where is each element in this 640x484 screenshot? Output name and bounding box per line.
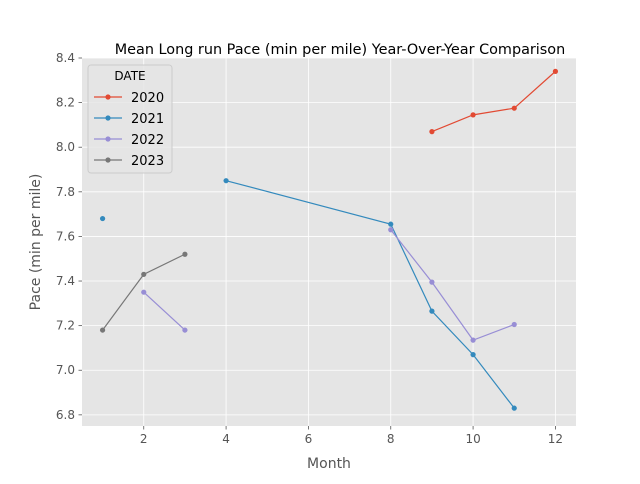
y-axis-ticks: 6.8 7.0 7.2 7.4 7.6 7.8 8.0 8.2 8.4 — [56, 51, 82, 422]
x-tick-label: 12 — [548, 432, 563, 446]
data-point — [99, 215, 106, 222]
legend-label: 2020 — [131, 91, 164, 106]
y-axis-label: Pace (min per mile) — [28, 174, 44, 311]
y-tick-label: 8.4 — [56, 51, 75, 65]
legend-swatch-marker — [105, 157, 111, 163]
data-point — [470, 337, 476, 343]
series-line — [143, 291, 186, 331]
y-tick-label: 7.6 — [56, 229, 75, 243]
data-point — [470, 112, 476, 118]
series-line — [390, 229, 515, 341]
chart-title: Mean Long run Pace (min per mile) Year-O… — [115, 42, 565, 58]
x-tick-label: 6 — [305, 432, 313, 446]
data-point — [552, 68, 559, 74]
data-point — [99, 327, 106, 333]
y-tick-label: 8.2 — [56, 96, 75, 110]
legend-swatch-marker — [105, 136, 111, 142]
data-point — [182, 251, 188, 257]
data-point — [223, 178, 229, 184]
legend-box — [87, 64, 173, 174]
data-point — [141, 271, 147, 277]
x-tick-label: 2 — [140, 432, 148, 446]
legend-label: 2023 — [131, 154, 164, 169]
series-lines — [99, 68, 559, 411]
y-tick-label: 7.2 — [56, 319, 75, 333]
x-tick-label: 4 — [222, 432, 230, 446]
x-axis-label: Month — [307, 456, 351, 472]
legend-label: 2022 — [131, 133, 164, 148]
data-point — [429, 308, 435, 314]
y-tick-label: 6.8 — [56, 408, 75, 422]
legend-label: 2021 — [131, 112, 164, 127]
y-tick-label: 7.8 — [56, 185, 75, 199]
legend: DATE 2020 2021 2022 2023 — [87, 64, 173, 174]
data-point — [429, 129, 435, 135]
x-tick-label: 8 — [387, 432, 395, 446]
data-point — [511, 105, 517, 111]
legend-swatch-marker — [105, 94, 111, 100]
grid-lines — [82, 57, 576, 426]
data-point — [388, 227, 394, 233]
data-point — [182, 327, 188, 333]
y-tick-label: 7.0 — [56, 363, 75, 377]
y-tick-label: 7.4 — [56, 274, 75, 288]
data-point — [511, 405, 517, 411]
data-point — [388, 221, 394, 227]
data-point — [470, 352, 476, 358]
series-2023 — [99, 251, 188, 333]
series-line — [431, 70, 556, 133]
data-point — [141, 289, 147, 295]
legend-swatch-marker — [105, 115, 111, 121]
series-2021 — [99, 178, 517, 411]
y-tick-label: 8.0 — [56, 140, 75, 154]
x-tick-label: 10 — [465, 432, 480, 446]
data-point — [429, 279, 435, 285]
data-point — [511, 321, 517, 328]
series-2022 — [141, 227, 517, 343]
series-2020 — [429, 68, 559, 135]
legend-title: DATE — [114, 69, 145, 83]
x-axis-ticks: 2 4 6 8 10 12 — [140, 426, 563, 446]
